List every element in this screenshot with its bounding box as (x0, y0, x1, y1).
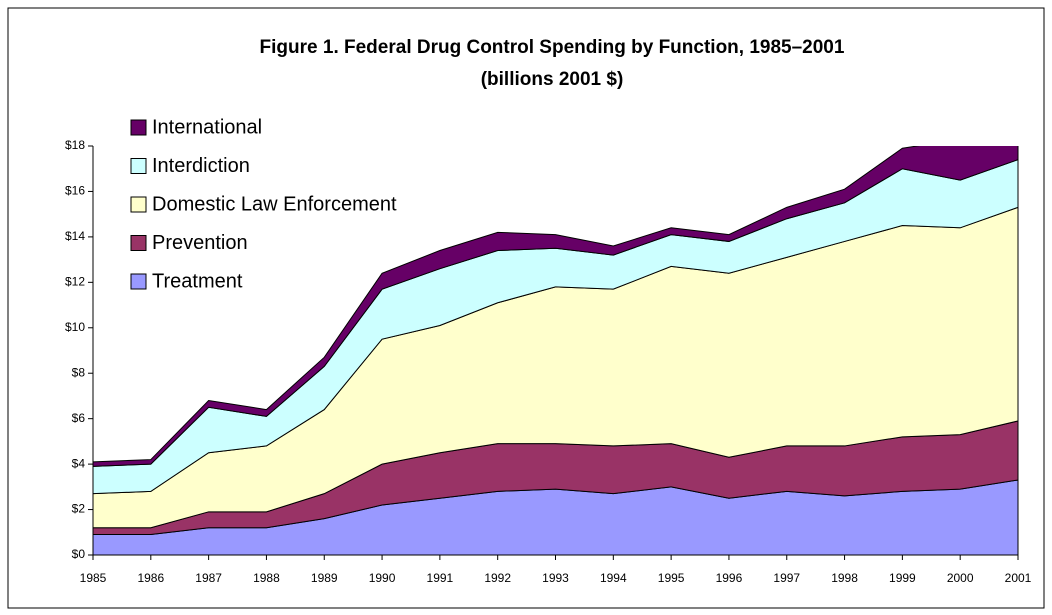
chart-subtitle: (billions 2001 $) (481, 69, 624, 90)
x-tick-label: 1990 (369, 571, 396, 585)
y-tick-label: $12 (65, 275, 85, 289)
x-tick-label: 1988 (253, 571, 280, 585)
legend-swatch (130, 235, 147, 251)
x-tick-label: 1985 (80, 571, 107, 585)
x-tick-label: 1998 (831, 571, 858, 585)
y-tick-label: $18 (65, 138, 85, 152)
legend-label: Treatment (152, 270, 243, 292)
x-tick-label: 1997 (773, 571, 800, 585)
legend-swatch (130, 273, 147, 290)
chart-title: Figure 1. Federal Drug Control Spending … (260, 37, 845, 58)
x-tick-label: 1992 (484, 571, 511, 585)
y-tick-label: $4 (72, 456, 86, 470)
legend-swatch (130, 196, 147, 213)
y-tick-label: $0 (72, 547, 86, 561)
legend-label: International (152, 116, 262, 138)
y-tick-label: $2 (72, 502, 86, 516)
x-tick-label: 1986 (137, 571, 164, 585)
legend-label: Domestic Law Enforcement (152, 193, 397, 215)
y-tick-label: $10 (65, 320, 85, 334)
legend-swatch (130, 158, 147, 174)
x-tick-label: 1991 (427, 571, 454, 585)
plot-area (93, 146, 1019, 556)
x-tick-label: 1987 (195, 571, 222, 585)
y-tick-label: $8 (72, 365, 86, 379)
legend-label: Prevention (152, 232, 248, 254)
area (93, 146, 1019, 467)
y-tick-label: $16 (65, 184, 85, 198)
x-tick-label: 1989 (311, 571, 338, 585)
y-tick-label: $6 (72, 411, 86, 425)
x-tick-label: 1999 (889, 571, 916, 585)
x-tick-label: 1995 (658, 571, 685, 585)
x-tick-label: 1993 (542, 571, 569, 585)
legend-swatch (130, 119, 147, 136)
x-tick-label: 2000 (947, 571, 974, 585)
legend-label: Interdiction (152, 155, 250, 177)
y-tick-label: $14 (65, 229, 85, 243)
x-tick-label: 1996 (716, 571, 743, 585)
x-tick-label: 1994 (600, 571, 627, 585)
x-tick-label: 2001 (1005, 571, 1032, 585)
